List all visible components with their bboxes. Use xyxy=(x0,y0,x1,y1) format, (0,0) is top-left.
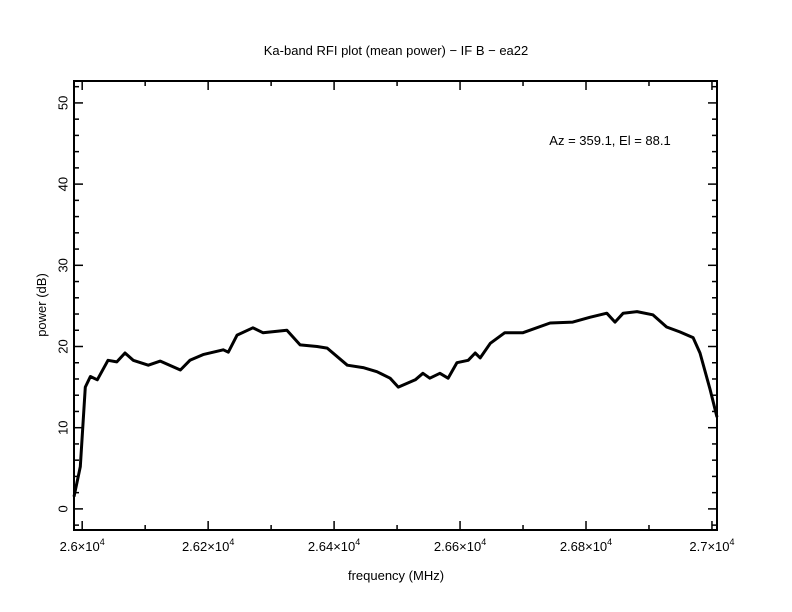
x-tick-label: 2.6×104 xyxy=(60,537,105,554)
y-tick-label: 30 xyxy=(55,258,70,272)
x-axis-label: frequency (MHz) xyxy=(348,568,444,583)
series-line-mean-power xyxy=(72,310,719,498)
y-tick-label: 20 xyxy=(55,339,70,353)
y-tick-label: 50 xyxy=(55,96,70,110)
x-tick-label: 2.62×104 xyxy=(182,537,234,554)
x-tick-label: 2.68×104 xyxy=(560,537,612,554)
axis-ticks xyxy=(74,81,717,530)
annotation-az-el: Az = 359.1, El = 88.1 xyxy=(549,133,670,148)
x-tick-label: 2.7×104 xyxy=(689,537,734,554)
x-tick-label: 2.64×104 xyxy=(308,537,360,554)
x-tick-label: 2.66×104 xyxy=(434,537,486,554)
y-tick-label: 0 xyxy=(55,505,70,512)
tick-labels: 2.6×104 2.62×104 2.64×104 2.66×104 2.68×104 2… xyxy=(55,96,734,554)
y-tick-label: 10 xyxy=(55,420,70,434)
plot-frame xyxy=(73,80,718,531)
y-tick-label: 40 xyxy=(55,177,70,191)
y-axis-label: power (dB) xyxy=(34,273,49,337)
chart-title: Ka-band RFI plot (mean power) − IF B − e… xyxy=(264,43,528,58)
